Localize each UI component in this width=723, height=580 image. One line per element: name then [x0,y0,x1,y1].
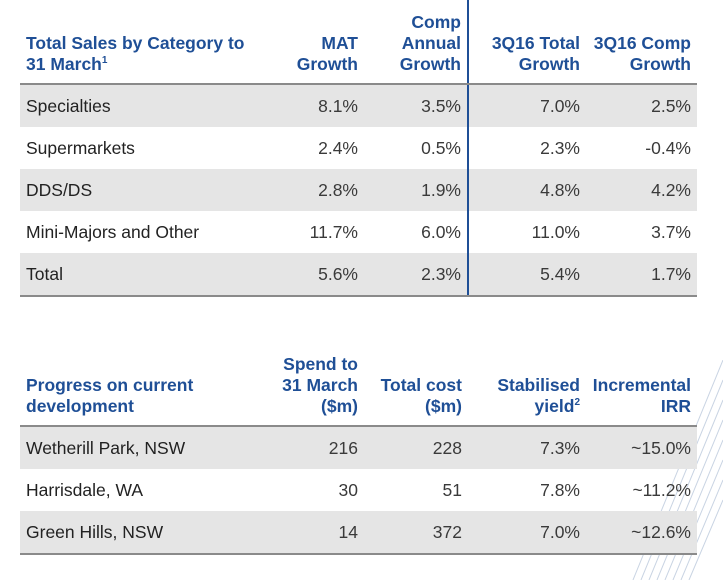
cell-value: 7.0% [468,511,586,555]
cell-value: 8.1% [256,84,364,127]
header-total-cost: Total cost ($m) [364,342,468,427]
development-table-header-row: Progress on current development Spend to… [20,342,697,427]
cell-value: 0.5% [364,127,469,169]
cell-value: -0.4% [645,137,691,158]
cell-value: 2.4% [318,137,358,158]
cell-value: 2.8% [256,169,364,211]
cell-value: 7.3% [468,426,586,469]
cell-value: 2.3% [540,137,580,158]
table-row: Specialties 8.1% 3.5% 7.0% 2.5% [20,84,697,127]
table-row: DDS/DS 2.8% 1.9% 4.8% 4.2% [20,169,697,211]
header-category: Total Sales by Category to 31 March1 [20,0,256,85]
table-row: Supermarkets 2.4% 0.5% 2.3% -0.4% [20,127,697,169]
cell-value: 6.0% [364,211,469,253]
header-incremental-irr: Incremental IRR [586,342,697,427]
sales-table-header-row: Total Sales by Category to 31 March1 MAT… [20,0,697,85]
category-name: DDS/DS [20,169,256,211]
cell-value: 1.9% [364,169,469,211]
category-name: Specialties [20,84,256,127]
project-name: Harrisdale, WA [26,479,144,500]
cell-value: 4.8% [468,169,586,211]
cell-value: 51 [442,479,462,500]
category-name: Total [20,253,256,297]
project-name: Green Hills, NSW [20,511,256,555]
cell-value: ~15.0% [586,426,697,469]
header-3q16-total-growth: 3Q16 Total Growth [468,0,586,85]
cell-value: 5.4% [468,253,586,297]
table-row-total: Total 5.6% 2.3% 5.4% 1.7% [20,253,697,297]
cell-value: ~12.6% [586,511,697,555]
cell-value: ~11.2% [632,479,691,500]
cell-value: 372 [364,511,468,555]
cell-value: 1.7% [586,253,697,297]
cell-value: 4.2% [586,169,697,211]
cell-value: 228 [364,426,468,469]
cell-value: 11.0% [531,221,580,242]
cell-value: 30 [338,479,358,500]
cell-value: 3.5% [364,84,469,127]
header-comp-annual-growth: Comp Annual Growth [364,0,469,85]
cell-value: 216 [256,426,364,469]
header-mat-growth: MAT Growth [256,0,364,85]
header-spend: Spend to 31 March ($m) [256,342,364,427]
current-development-table: Progress on current development Spend to… [20,342,697,555]
table-row: Green Hills, NSW 14 372 7.0% ~12.6% [20,511,697,555]
category-name: Mini-Majors and Other [26,221,200,242]
cell-value: 5.6% [256,253,364,297]
table-row: Wetherill Park, NSW 216 228 7.3% ~15.0% [20,426,697,469]
cell-value: 7.8% [540,479,580,500]
cell-value: 2.3% [364,253,469,297]
project-name: Wetherill Park, NSW [20,426,256,469]
table-row: Mini-Majors and Other 11.7% 6.0% 11.0% 3… [20,211,697,253]
table-row: Harrisdale, WA 30 51 7.8% ~11.2% [20,469,697,511]
category-name: Supermarkets [26,137,135,158]
header-stabilised-yield: Stabilised yield2 [468,342,586,427]
cell-value: 11.7% [309,221,358,242]
cell-value: 2.5% [586,84,697,127]
cell-value: 7.0% [468,84,586,127]
header-progress: Progress on current development [20,342,256,427]
sales-by-category-table: Total Sales by Category to 31 March1 MAT… [20,0,697,297]
cell-value: 3.7% [651,221,691,242]
header-3q16-comp-growth: 3Q16 Comp Growth [586,0,697,85]
cell-value: 14 [256,511,364,555]
